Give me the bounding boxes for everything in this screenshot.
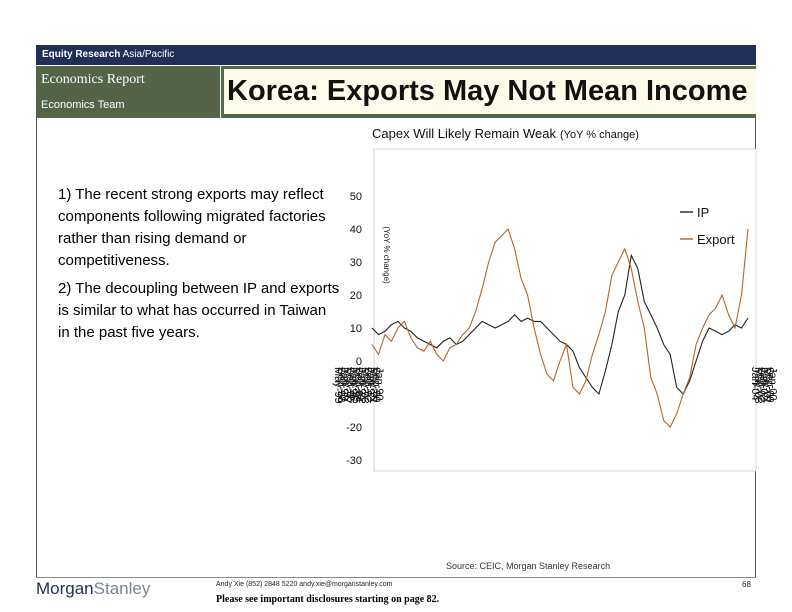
logo-main: Morgan [36,579,94,598]
x-axis: Jan-90May-91Sep-92Jan-94May-95Sep-96Jan-… [332,367,778,404]
x-tick-label: May-93 [358,367,370,404]
x-tick-label: Sep-96 [344,367,356,402]
x-tick-label: Sep-02 [755,367,767,402]
region-label: Asia/Pacific [122,49,175,60]
x-tick-label: Sep-90 [370,367,382,402]
page-title: Korea: Exports May Not Mean Income [227,75,748,107]
y-tick-label: 50 [350,191,362,203]
y-tick-label: -20 [346,422,362,434]
x-tick-label: Sep-00 [764,367,776,402]
x-tick-label: Jan-94 [356,367,368,401]
legend-label: IP [697,205,709,220]
x-tick-label: Sep-92 [361,367,373,402]
chart-unit: (YoY % change) [560,129,639,141]
y-tick-label: 0 [356,356,362,368]
x-tick-label: Jan-04 [749,367,761,401]
y-tick-label: 30 [350,257,362,269]
series-lines [371,227,749,428]
report-info-box: Economics Report Economics Team [36,66,220,118]
x-tick-label: May-95 [350,367,362,404]
section-label: Equity Research [42,49,121,60]
y-tick-label: -10 [346,389,362,401]
page-number: 68 [742,580,751,589]
analyst-contact: Andy Xie (852) 2848 5220 andy.xie@morgan… [216,581,393,588]
bullet-1: 1) The recent strong exports may reflect… [58,186,326,269]
x-tick-label: May-99 [332,367,344,404]
x-tick-label: Jan-90 [373,367,385,401]
series-line-export [371,227,749,428]
source-note: Source: CEIC, Morgan Stanley Research [446,561,611,571]
x-tick-label: Jan-02 [758,367,770,401]
x-tick-label: Sep-94 [353,367,365,402]
plot-frame [373,148,757,472]
x-tick-label: May-01 [761,367,773,404]
y-axis: 50 40 30 20 10 0 -10 -20 -30 [346,191,362,467]
x-tick-label: Jan-00 [766,367,778,401]
y-axis-label: (YoY % change) [382,226,391,284]
y-tick-label: -30 [346,455,362,467]
chart-title: Capex Will Likely Remain Weak [372,126,556,141]
logo-sub: Stanley [93,579,151,598]
x-tick-label: Jan-92 [364,367,376,401]
disclosure-note: Please see important disclosures startin… [216,594,440,605]
logo: MorganStanley [36,579,150,599]
y-tick-label: 40 [350,224,362,236]
report-type: Economics Report [41,72,145,87]
x-tick-label: May-03 [752,367,764,404]
chart-legend: IP Export [680,205,735,247]
title-panel: Korea: Exports May Not Mean Income [224,69,756,114]
y-tick-label: 20 [350,290,362,302]
bullet-2: 2) The decoupling between IP and exports… [58,280,340,341]
x-tick-label: Jan-96 [347,367,359,401]
title-box: Korea: Exports May Not Mean Income [221,66,756,118]
x-tick-label: May-97 [341,367,353,404]
x-tick-label: May-91 [367,367,379,404]
x-tick-label: Jan-98 [338,367,350,401]
legend-label: Export [697,232,735,247]
footer-divider [36,577,756,578]
x-tick-label: Sep-98 [335,367,347,402]
chart-heading: Capex Will Likely Remain Weak (YoY % chan… [372,126,639,141]
team-name: Economics Team [41,99,125,111]
header-bar: Equity Research Asia/Pacific [36,45,756,65]
y-tick-label: 10 [350,323,362,335]
